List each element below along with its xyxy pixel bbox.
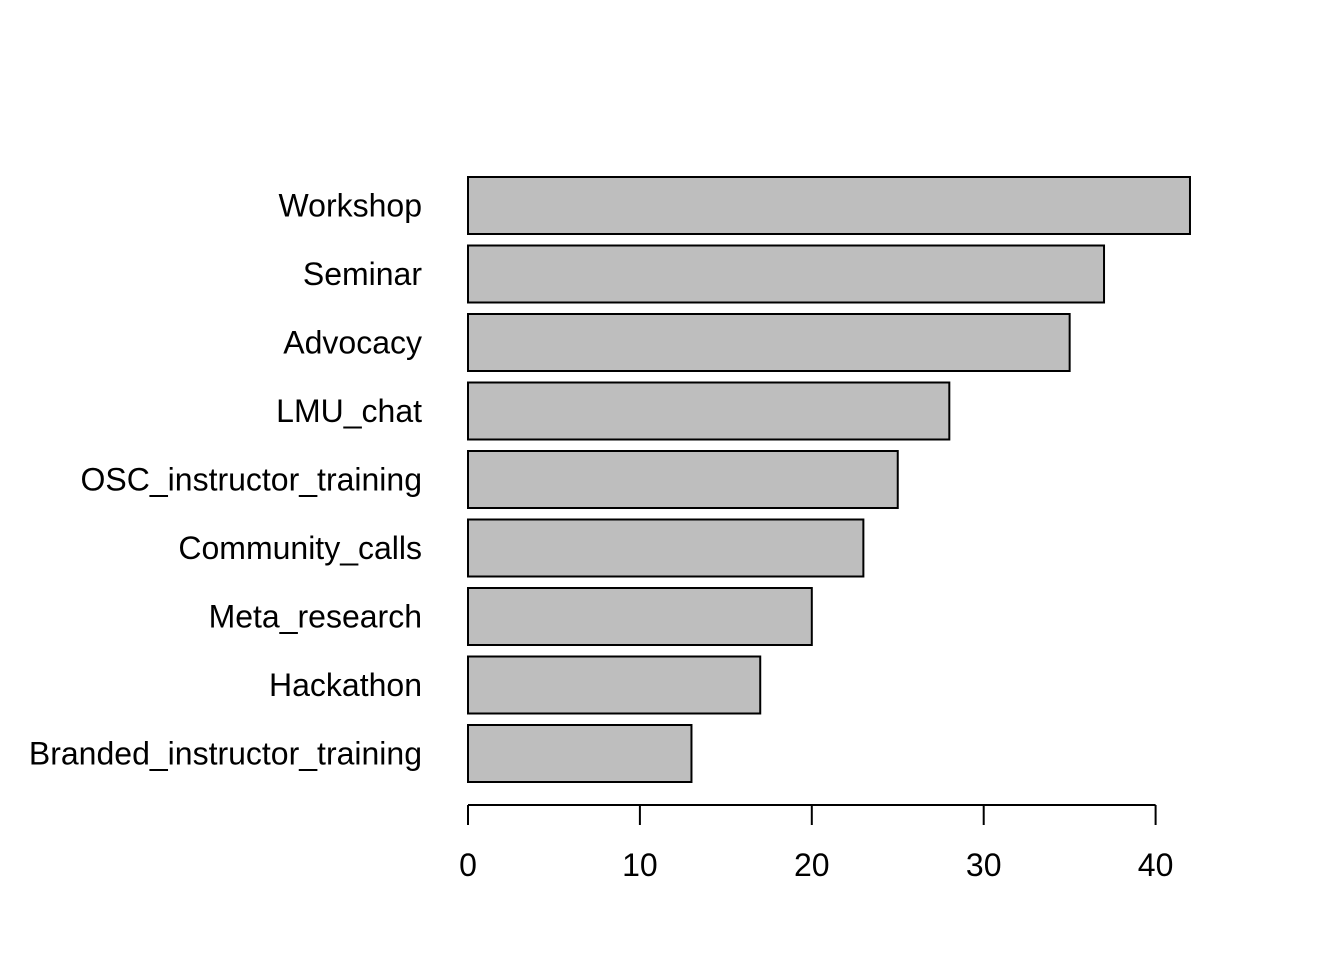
category-labels: Workshop Seminar Advocacy LMU_chat OSC_instr… bbox=[29, 188, 422, 772]
x-axis: 0 10 20 30 40 bbox=[459, 804, 1174, 883]
x-tick-label: 0 bbox=[459, 847, 477, 883]
bar-meta-research bbox=[467, 587, 813, 646]
bar-branded-instructor-training bbox=[467, 724, 693, 783]
x-tick-label: 40 bbox=[1138, 847, 1174, 883]
category-label: Community_calls bbox=[178, 530, 422, 566]
x-tick-label: 30 bbox=[966, 847, 1002, 883]
category-label: Workshop bbox=[279, 188, 422, 224]
category-label: LMU_chat bbox=[276, 393, 422, 429]
x-tick-label: 20 bbox=[794, 847, 830, 883]
category-label: Branded_instructor_training bbox=[29, 736, 422, 772]
category-label: Advocacy bbox=[283, 325, 422, 361]
bar-lmu-chat bbox=[467, 381, 951, 441]
category-label: Seminar bbox=[303, 256, 423, 292]
bar-seminar bbox=[467, 244, 1106, 304]
bar-hackathon bbox=[467, 655, 762, 715]
category-label: Hackathon bbox=[269, 667, 422, 703]
x-tick-label: 10 bbox=[622, 847, 658, 883]
bar-advocacy bbox=[467, 313, 1071, 372]
bar-community-calls bbox=[467, 518, 865, 578]
bar-workshop bbox=[467, 176, 1191, 235]
category-label: Meta_research bbox=[209, 599, 422, 635]
bars bbox=[467, 176, 1191, 783]
category-label: OSC_instructor_training bbox=[81, 462, 422, 498]
bar-osc-instructor-training bbox=[467, 450, 899, 509]
